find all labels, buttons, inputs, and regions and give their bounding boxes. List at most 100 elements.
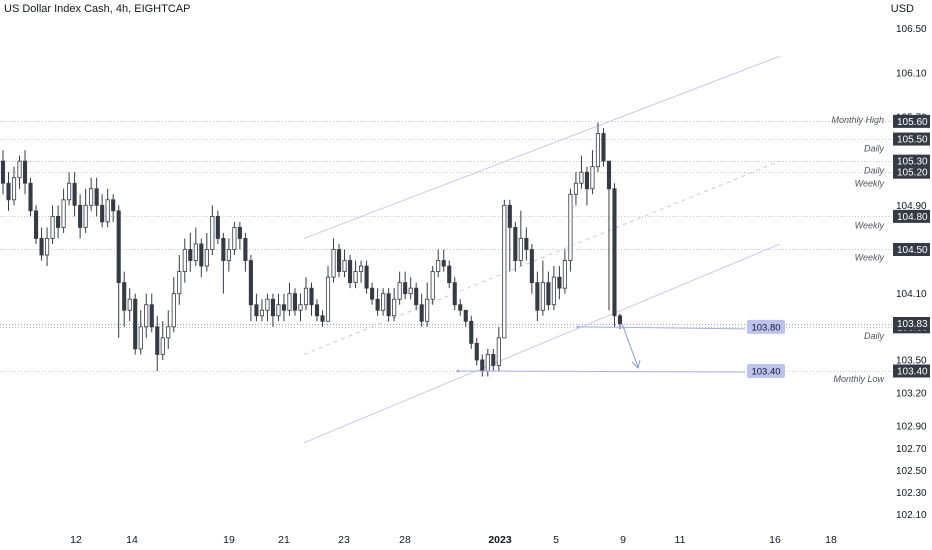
candle-body — [204, 249, 209, 267]
candle-body — [116, 210, 121, 284]
candle — [89, 177, 94, 211]
chart-title: US Dollar Index Cash, 4h, EIGHTCAP — [4, 3, 191, 15]
candle — [331, 238, 336, 283]
candle — [34, 205, 39, 244]
arrow-head-icon — [631, 359, 641, 369]
candle — [381, 288, 386, 316]
level-tag-text: 104.80 — [897, 212, 928, 223]
candle-body — [89, 188, 94, 206]
candle — [116, 205, 121, 338]
candle-body — [452, 282, 457, 306]
target-label: 103.40 — [747, 364, 785, 378]
x-tick-label: 21 — [278, 534, 290, 546]
candle-body — [595, 133, 601, 168]
candle — [436, 249, 441, 278]
level-tag-text: 105.20 — [897, 168, 928, 179]
projection-line — [577, 326, 746, 330]
candle — [595, 122, 601, 173]
x-tick-label: 14 — [126, 534, 138, 546]
current-price-tag: 103.83 — [893, 317, 930, 331]
candle — [298, 293, 303, 322]
level-tag: 105.50 — [893, 132, 930, 146]
price-channel — [303, 55, 781, 444]
candle-body — [182, 249, 187, 272]
candle-body — [232, 227, 237, 250]
candle — [320, 310, 325, 327]
candle — [590, 150, 595, 195]
candle — [469, 315, 474, 349]
candle-body — [491, 354, 496, 366]
candle — [485, 348, 490, 377]
candle-body — [579, 171, 584, 184]
candle — [210, 205, 215, 256]
candle-body — [28, 182, 33, 212]
candle — [166, 310, 171, 349]
candle — [149, 293, 154, 333]
level-tag-text: 104.50 — [897, 245, 928, 256]
candle — [392, 288, 397, 322]
candle-body — [480, 359, 485, 372]
level-tag: 105.60 — [893, 114, 930, 128]
candle — [507, 199, 512, 272]
candle — [612, 183, 617, 327]
x-tick-label: 28 — [399, 534, 411, 546]
candle-body — [160, 337, 165, 355]
candle-body — [122, 282, 127, 311]
candle — [133, 293, 138, 355]
candle — [348, 255, 353, 289]
candle — [61, 188, 66, 233]
candle-body — [386, 293, 391, 317]
candle — [78, 194, 83, 239]
candle — [546, 271, 551, 311]
candle-body — [342, 260, 347, 272]
candle — [122, 271, 127, 327]
candle — [265, 293, 270, 322]
candle — [254, 293, 259, 322]
candle — [155, 315, 160, 371]
candle-body — [469, 320, 474, 344]
projection-line — [457, 370, 746, 373]
level-tag-text: 105.50 — [897, 135, 928, 146]
candle-body — [370, 287, 375, 300]
candle — [6, 172, 11, 211]
candle-body — [408, 287, 413, 295]
candle — [584, 166, 589, 206]
annotations-layer: 103.80 103.40 — [456, 319, 785, 378]
candle-body — [265, 298, 270, 311]
candle-body — [606, 160, 612, 190]
candle-body — [188, 249, 193, 261]
candle-body — [414, 287, 419, 306]
candle-body — [524, 238, 529, 250]
y-tick-label: 104.90 — [896, 201, 927, 212]
candle — [430, 266, 435, 305]
x-tick-label: 12 — [70, 534, 82, 546]
candle-body — [314, 304, 320, 317]
candle-body — [210, 215, 215, 250]
candle-body — [111, 199, 116, 212]
candle-body — [573, 182, 578, 195]
level-tag-bg — [893, 243, 930, 256]
x-tick-label: 18 — [825, 534, 837, 546]
current-price-bg — [893, 317, 930, 331]
candle-body — [78, 204, 83, 228]
candle-body — [375, 298, 380, 311]
level-tag-bg — [893, 209, 930, 223]
y-tick-label: 102.90 — [896, 422, 927, 433]
candle — [281, 293, 287, 322]
candle-body — [518, 238, 523, 261]
projection-arrow — [621, 323, 639, 368]
y-tick-label: 106.50 — [896, 24, 927, 35]
candle-body — [430, 271, 435, 300]
x-tick-label: 2023 — [488, 534, 512, 546]
candle — [72, 172, 77, 217]
candle-body — [298, 304, 303, 311]
target-label-bg — [747, 319, 785, 334]
candle — [480, 354, 485, 377]
candle — [226, 238, 231, 272]
candle — [28, 177, 33, 217]
level-name: Weekly — [855, 253, 885, 263]
level-tag-text: 105.60 — [897, 117, 928, 128]
level-name: Weekly — [855, 179, 885, 189]
candle-body — [155, 326, 160, 355]
